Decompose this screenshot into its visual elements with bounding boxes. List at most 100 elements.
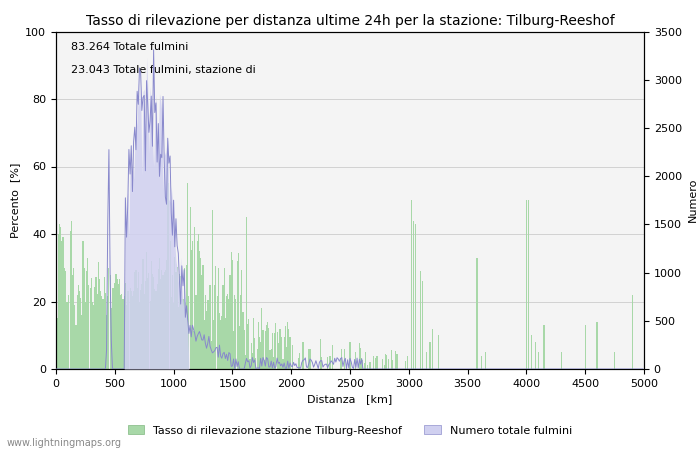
Bar [391, 350, 392, 369]
Bar [145, 280, 146, 369]
Bar [146, 252, 147, 369]
Bar [108, 268, 109, 369]
Bar [139, 302, 140, 369]
Bar [152, 274, 153, 369]
Bar [158, 269, 159, 369]
Bar [246, 217, 247, 369]
Bar [267, 322, 268, 369]
Bar [287, 322, 288, 369]
Bar [98, 262, 99, 369]
Bar [187, 184, 188, 369]
Bar [164, 270, 166, 369]
Bar [420, 271, 421, 369]
Bar [264, 360, 265, 369]
Bar [429, 342, 430, 369]
Legend: Tasso di rilevazione stazione Tilburg-Reeshof, Numero totale fulmini: Tasso di rilevazione stazione Tilburg-Re… [123, 421, 577, 440]
Bar [71, 220, 72, 369]
Bar [251, 343, 252, 369]
Bar [260, 342, 261, 369]
Bar [60, 227, 62, 369]
Bar [188, 296, 190, 369]
Bar [92, 302, 93, 369]
Bar [332, 346, 333, 369]
Bar [226, 296, 227, 369]
Bar [181, 299, 183, 369]
Bar [76, 295, 78, 369]
Bar [90, 288, 91, 369]
Bar [148, 273, 150, 369]
Bar [386, 356, 387, 369]
Bar [284, 337, 285, 369]
Bar [258, 322, 259, 369]
Bar [91, 279, 92, 369]
Bar [79, 292, 80, 369]
Bar [161, 270, 162, 369]
Bar [367, 365, 368, 369]
Bar [227, 293, 228, 369]
Bar [112, 288, 113, 369]
Bar [155, 291, 157, 369]
Bar [631, 295, 633, 369]
Bar [172, 275, 173, 369]
Bar [80, 298, 81, 369]
Bar [216, 296, 218, 369]
Bar [66, 302, 67, 369]
Bar [484, 352, 486, 369]
Bar [292, 345, 293, 369]
Bar [253, 319, 254, 369]
Bar [99, 279, 100, 369]
Bar [207, 301, 209, 369]
Bar [118, 284, 119, 369]
Bar [173, 303, 174, 369]
Bar [396, 354, 398, 369]
Bar [231, 252, 232, 369]
Bar [360, 348, 361, 369]
Bar [159, 258, 160, 369]
Bar [299, 353, 300, 369]
Bar [205, 295, 206, 369]
Bar [276, 332, 278, 369]
Bar [561, 352, 562, 369]
Bar [531, 335, 532, 369]
Text: 23.043 Totale fulmini, stazione di: 23.043 Totale fulmini, stazione di [71, 65, 256, 75]
Bar [130, 288, 131, 369]
Bar [125, 283, 126, 369]
Bar [252, 353, 253, 369]
Bar [67, 302, 69, 369]
Bar [78, 284, 79, 369]
Bar [220, 320, 221, 369]
Bar [273, 357, 274, 369]
Bar [167, 149, 168, 369]
Bar [614, 352, 615, 369]
Bar [247, 324, 248, 369]
Bar [274, 333, 275, 369]
Bar [235, 299, 237, 369]
Bar [365, 351, 366, 369]
Bar [432, 328, 433, 369]
Bar [150, 261, 152, 369]
Bar [176, 267, 178, 369]
Bar [138, 272, 139, 369]
Bar [94, 287, 95, 369]
Bar [382, 360, 384, 369]
Bar [199, 251, 200, 369]
Bar [135, 270, 136, 369]
Bar [127, 291, 128, 369]
Bar [105, 293, 106, 369]
Bar [131, 291, 132, 369]
Bar [228, 299, 230, 369]
Bar [202, 265, 204, 369]
Bar [107, 296, 108, 369]
Bar [384, 365, 385, 369]
Bar [240, 295, 241, 369]
Bar [262, 330, 263, 369]
Bar [340, 358, 341, 369]
Bar [259, 338, 260, 369]
Bar [320, 338, 321, 369]
Bar [134, 272, 135, 369]
Bar [64, 268, 65, 369]
Bar [298, 358, 299, 369]
Bar [282, 359, 284, 369]
Bar [106, 315, 107, 369]
Bar [153, 277, 154, 369]
